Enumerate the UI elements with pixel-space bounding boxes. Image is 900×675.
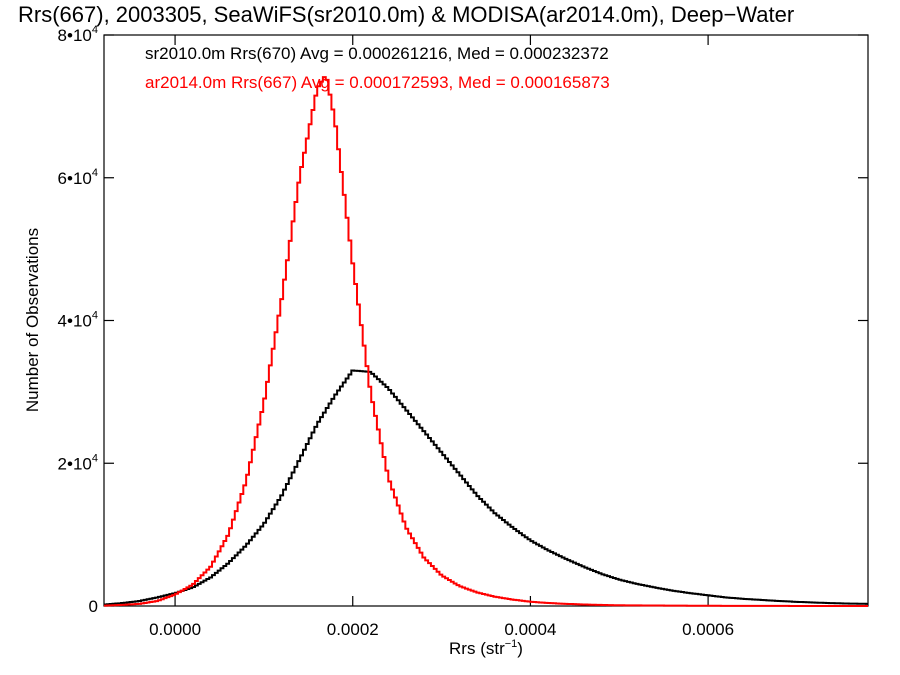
legend-entry: sr2010.0m Rrs(670) Avg = 0.000261216, Me…	[145, 44, 609, 63]
x-axis-label-close: )	[517, 639, 523, 658]
x-tick-label: 0.0002	[327, 620, 379, 639]
chart-title: Rrs(667), 2003305, SeaWiFS(sr2010.0m) & …	[18, 2, 794, 27]
x-tick-label: 0.0004	[504, 620, 556, 639]
y-tick-label-base: 6•10	[58, 169, 92, 188]
y-tick-label-exponent: 4	[92, 310, 98, 322]
x-axis-label: Rrs (str−1)	[449, 638, 523, 658]
y-tick-label-base: 4•10	[58, 312, 92, 331]
series-layer	[104, 76, 868, 607]
y-tick-label-base: 8•10	[58, 26, 92, 45]
legend-entry: ar2014.0m Rrs(667) Avg = 0.000172593, Me…	[145, 73, 610, 92]
x-tick-label: 0.0006	[682, 620, 734, 639]
x-axis-label-exponent: −1	[505, 638, 518, 650]
y-tick-label-exponent: 4	[92, 24, 98, 36]
y-tick-label: 6•104	[58, 167, 98, 188]
y-tick-label-exponent: 4	[92, 452, 98, 464]
legend: sr2010.0m Rrs(670) Avg = 0.000261216, Me…	[145, 44, 610, 92]
y-tick-label-base: 2•10	[58, 454, 92, 473]
series-line-seawifs	[104, 369, 868, 606]
y-tick-label: 8•104	[58, 24, 98, 45]
series-line-modisa	[104, 76, 868, 607]
x-tick-label: 0.0000	[149, 620, 201, 639]
y-tick-label: 0	[89, 597, 98, 616]
y-tick-label: 2•104	[58, 452, 98, 473]
y-tick-label-exponent: 4	[92, 167, 98, 179]
x-axis: 0.0000 0.0002 0.0004 0.0006	[149, 35, 734, 639]
y-tick-label: 4•104	[58, 310, 98, 331]
y-axis-label: Number of Observations	[23, 228, 42, 412]
y-tick-label-base: 0	[89, 597, 98, 616]
x-axis-label-base: Rrs (str	[449, 639, 505, 658]
plot-frame	[103, 34, 869, 607]
